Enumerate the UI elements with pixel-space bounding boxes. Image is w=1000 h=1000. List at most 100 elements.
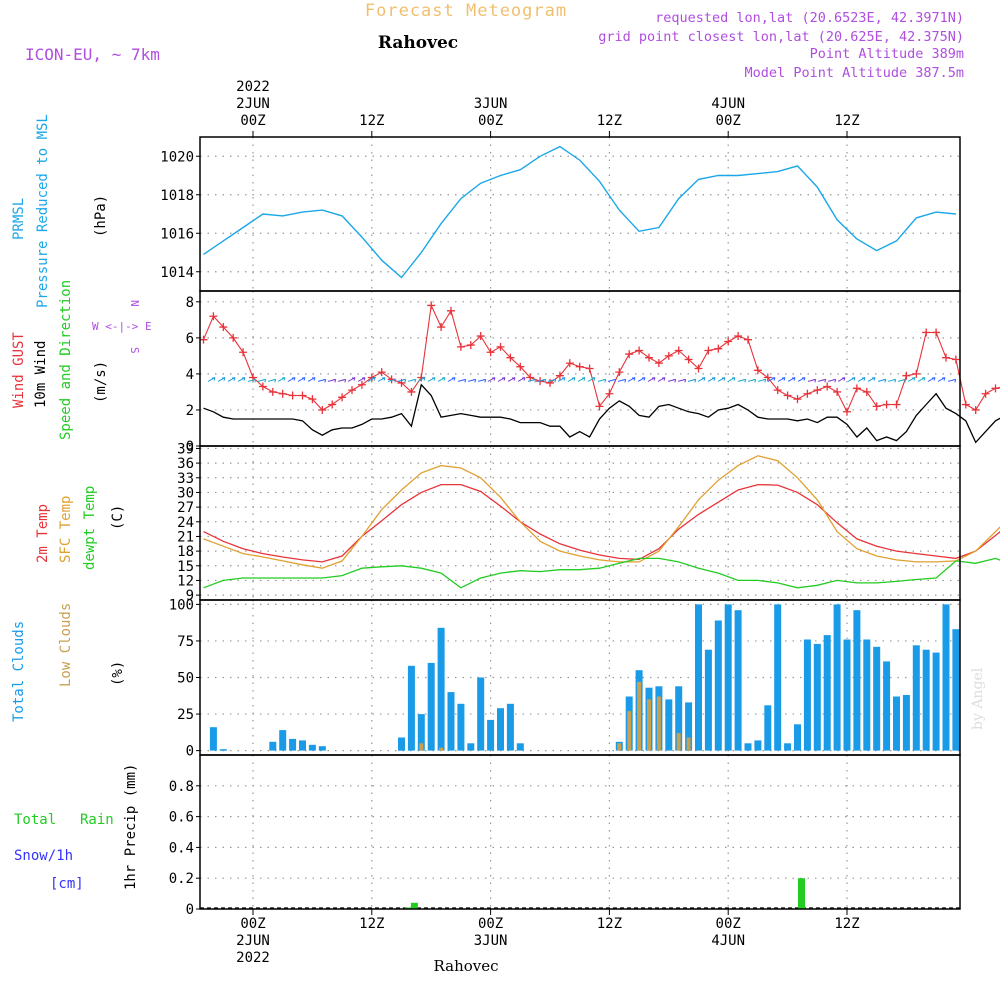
- wind-direction-arrow: [747, 378, 757, 383]
- time-label-top: 12Z: [359, 113, 384, 129]
- gust-marker: [486, 348, 495, 357]
- gust-marker: [278, 389, 287, 398]
- total-clouds-bar: [675, 686, 683, 751]
- total-clouds-bar: [932, 652, 940, 751]
- wind-direction-arrow: [507, 377, 516, 382]
- pressure-label: Pressure Reduced to MSL: [35, 114, 51, 308]
- wind-direction-arrow: [557, 377, 566, 382]
- precip-snow-label: Snow/1h: [14, 848, 73, 864]
- wind-direction-arrow: [227, 377, 236, 382]
- wind-direction-arrow: [647, 377, 656, 382]
- total-clouds-bar: [942, 604, 950, 751]
- wind-unit: (m/s): [93, 361, 109, 403]
- wind-direction-arrow: [617, 378, 627, 383]
- wind-direction-arrow: [757, 378, 767, 383]
- low-clouds-bar: [686, 737, 691, 751]
- gust-marker: [437, 323, 446, 332]
- point-altitude: Point Altitude 389m: [810, 46, 964, 62]
- total-clouds-bar: [299, 740, 306, 751]
- direction-label: Speed and Direction: [58, 280, 74, 440]
- total-clouds-bar: [912, 645, 920, 751]
- gust-marker: [407, 387, 416, 396]
- time-label-bottom: 2JUN: [236, 933, 270, 949]
- gust-marker: [338, 393, 347, 402]
- gust-marker: [872, 402, 881, 411]
- total-clouds-bar: [853, 610, 861, 751]
- prmsl-label: PRMSL: [11, 198, 27, 240]
- y-tick-label: 1016: [160, 226, 194, 242]
- time-label-bottom: 12Z: [834, 916, 859, 932]
- total-clouds-bar: [447, 692, 455, 751]
- wind-direction-arrow: [917, 377, 926, 382]
- wind-direction-arrow: [377, 377, 386, 382]
- gust-marker: [793, 395, 802, 404]
- total-clouds-bar: [863, 639, 871, 751]
- time-label-top: 2JUN: [236, 96, 270, 112]
- time-label-bottom: 00Z: [478, 916, 503, 932]
- y-tick-label: 4: [186, 367, 194, 383]
- time-label-bottom: 12Z: [597, 916, 622, 932]
- gust-marker: [506, 353, 515, 362]
- total-clouds-bar: [764, 705, 772, 751]
- gust-marker: [645, 353, 653, 362]
- wind-direction-arrow: [467, 378, 477, 383]
- gust-marker: [763, 373, 772, 382]
- gust-line: [202, 303, 1000, 414]
- low-clouds-bar: [637, 681, 642, 751]
- wind-direction-arrow: [687, 378, 697, 383]
- y-tick-label: 30: [177, 485, 194, 501]
- total-clouds-bar: [516, 743, 524, 751]
- total-clouds-bar: [922, 649, 930, 751]
- total-clouds-label: Total Clouds: [11, 621, 27, 722]
- gust-marker: [585, 364, 594, 373]
- total-clouds-bar: [665, 699, 673, 751]
- gust-marker: [476, 332, 485, 341]
- gust-marker: [456, 342, 465, 351]
- total-clouds-bar: [744, 743, 752, 751]
- y-tick-label: 1020: [160, 149, 194, 165]
- gust-marker: [209, 312, 218, 321]
- gust-marker: [902, 371, 911, 380]
- wind-direction-arrow: [657, 377, 666, 382]
- plot-layer: 1014101610181020024689121518212427303336…: [160, 79, 1000, 966]
- gust-marker: [724, 337, 733, 346]
- model-label: ICON-EU, ~ 7km: [25, 45, 160, 64]
- wind-direction-arrow: [547, 378, 557, 383]
- gust-marker: [852, 384, 861, 393]
- time-label-bottom: 3JUN: [474, 933, 508, 949]
- total-clouds-bar: [487, 719, 495, 751]
- gust-marker: [575, 362, 584, 371]
- gust-marker: [546, 378, 554, 387]
- low-clouds-label: Low Clouds: [58, 603, 74, 687]
- gust-marker: [744, 335, 752, 344]
- wind-direction-arrow: [887, 378, 897, 383]
- wind-direction-arrow: [337, 378, 347, 383]
- gust-marker: [694, 364, 703, 373]
- wind-direction-arrow: [947, 378, 957, 383]
- time-label-top: 2022: [236, 79, 270, 95]
- footer-location: Rahovec: [433, 957, 498, 975]
- wind-direction-arrow: [607, 378, 617, 383]
- total-clouds-bar: [289, 738, 297, 751]
- y-tick-label: 12: [177, 573, 194, 589]
- gust-marker: [615, 368, 624, 377]
- temp-sfc-label: SFC Temp: [58, 496, 74, 563]
- location-title: Rahovec: [378, 33, 458, 53]
- gust-marker: [447, 306, 455, 315]
- y-tick-label: 1014: [160, 265, 194, 281]
- wind-direction-arrow: [387, 378, 397, 383]
- wind-direction-arrow: [207, 377, 216, 382]
- y-tick-label: 25: [177, 707, 194, 723]
- gust-marker: [773, 386, 782, 395]
- gust-marker: [318, 405, 327, 414]
- gust-marker: [833, 387, 842, 396]
- gust-marker: [664, 351, 673, 360]
- time-label-bottom: 2022: [236, 950, 270, 966]
- low-clouds-bar: [617, 743, 622, 751]
- y-tick-label: 1018: [160, 188, 194, 204]
- total-clouds-bar: [685, 702, 693, 751]
- total-clouds-bar: [724, 604, 732, 751]
- y-tick-label: 9: [186, 588, 194, 604]
- gust-marker: [635, 346, 644, 355]
- wind-direction-arrow: [257, 378, 267, 383]
